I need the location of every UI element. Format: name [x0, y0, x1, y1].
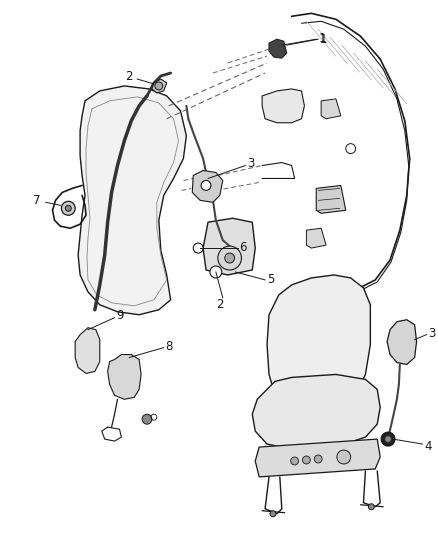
Polygon shape	[307, 228, 326, 248]
Circle shape	[385, 436, 391, 442]
Polygon shape	[203, 218, 255, 275]
Circle shape	[368, 504, 374, 510]
Polygon shape	[252, 375, 380, 449]
Polygon shape	[108, 354, 141, 399]
Text: 2: 2	[125, 70, 133, 84]
Circle shape	[61, 201, 75, 215]
Circle shape	[270, 511, 276, 516]
Circle shape	[381, 432, 395, 446]
Polygon shape	[316, 185, 346, 213]
Text: 3: 3	[247, 157, 255, 170]
Circle shape	[142, 414, 152, 424]
Polygon shape	[387, 320, 417, 365]
Polygon shape	[192, 171, 223, 203]
Circle shape	[337, 450, 351, 464]
Text: 8: 8	[166, 340, 173, 353]
Text: 7: 7	[33, 194, 40, 207]
Polygon shape	[267, 275, 371, 414]
Text: 6: 6	[240, 240, 247, 254]
Polygon shape	[262, 89, 304, 123]
Circle shape	[346, 144, 356, 154]
Polygon shape	[78, 86, 186, 315]
Circle shape	[291, 457, 299, 465]
Circle shape	[225, 253, 235, 263]
Circle shape	[303, 456, 311, 464]
Text: 4: 4	[424, 440, 432, 453]
Text: 2: 2	[216, 298, 223, 311]
Text: 3: 3	[428, 327, 436, 340]
Circle shape	[193, 243, 203, 253]
Circle shape	[155, 82, 163, 90]
Polygon shape	[152, 79, 167, 93]
Circle shape	[218, 246, 241, 270]
Text: 9: 9	[117, 309, 124, 322]
Circle shape	[65, 205, 71, 211]
Circle shape	[201, 181, 211, 190]
Polygon shape	[255, 439, 380, 477]
Circle shape	[210, 266, 222, 278]
Circle shape	[314, 455, 322, 463]
Text: 1: 1	[318, 31, 326, 45]
Text: 1: 1	[320, 33, 328, 46]
Text: 5: 5	[267, 273, 275, 286]
Polygon shape	[269, 39, 287, 58]
Polygon shape	[75, 328, 100, 374]
Polygon shape	[321, 99, 341, 119]
